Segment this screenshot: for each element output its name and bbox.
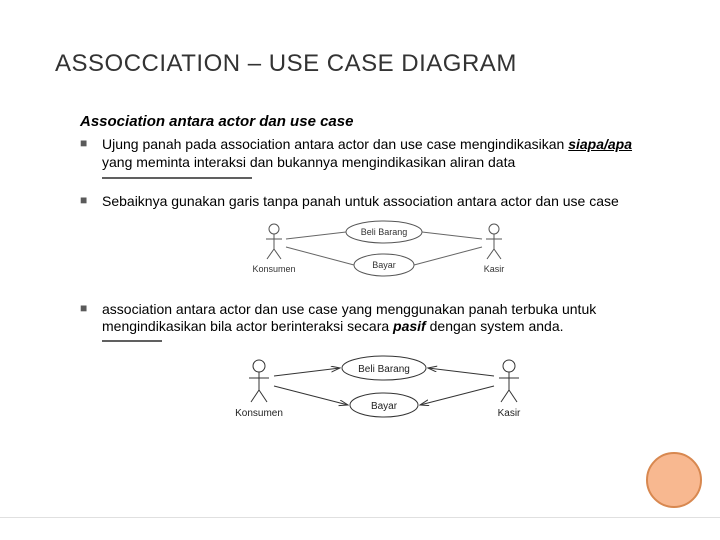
- assoc-line: [422, 232, 482, 239]
- strike-line-2: [102, 338, 162, 344]
- bullet-2-text: Sebaiknya gunakan garis tanpa panah untu…: [102, 193, 619, 209]
- actor-kasir-icon-2: [499, 360, 519, 402]
- usecase-bayar-label-2: Bayar: [370, 401, 397, 412]
- bullet-3: association antara actor dan use case ya…: [80, 301, 665, 430]
- decorative-circle: [646, 452, 702, 508]
- bullet-1-post: yang meminta interaksi dan bukannya meng…: [102, 154, 515, 170]
- diagram-1: Konsumen Kasir Beli Barang Bayar: [102, 217, 665, 287]
- bullet-1: Ujung panah pada association antara acto…: [80, 136, 665, 181]
- actor-kasir-icon: [486, 224, 502, 259]
- footer-rule: [0, 517, 720, 518]
- usecase-bayar-label: Bayar: [372, 260, 396, 270]
- actor-kasir-label: Kasir: [483, 264, 504, 274]
- bullet-2: Sebaiknya gunakan garis tanpa panah untu…: [80, 193, 665, 287]
- usecase-beli-barang-label-2: Beli Barang: [358, 364, 410, 375]
- strike-line-1: [102, 175, 252, 181]
- assoc-arrow: [274, 368, 340, 376]
- actor-konsumen-icon: [266, 224, 282, 259]
- assoc-arrow: [428, 368, 494, 376]
- assoc-line: [286, 247, 354, 265]
- actor-kasir-label-2: Kasir: [497, 408, 520, 419]
- actor-konsumen-label-2: Konsumen: [235, 408, 283, 419]
- page-title: ASSOCCIATION – USE CASE DIAGRAM: [55, 50, 665, 78]
- actor-konsumen-label: Konsumen: [252, 264, 295, 274]
- assoc-line: [286, 232, 346, 239]
- assoc-arrow: [274, 386, 348, 405]
- bullet-1-underline: siapa/apa: [568, 136, 632, 152]
- assoc-arrow: [420, 386, 494, 405]
- bullet-3-italic: pasif: [393, 318, 426, 334]
- actor-konsumen-icon-2: [249, 360, 269, 402]
- diagram-2: Konsumen Kasir Beli Barang Bayar: [102, 350, 665, 430]
- bullet-1-pre: Ujung panah pada association antara acto…: [102, 136, 568, 152]
- subtitle: Association antara actor dan use case: [80, 113, 665, 130]
- bullet-3-tail: dengan system anda.: [426, 318, 564, 334]
- assoc-line: [414, 247, 482, 265]
- usecase-beli-barang-label: Beli Barang: [360, 227, 407, 237]
